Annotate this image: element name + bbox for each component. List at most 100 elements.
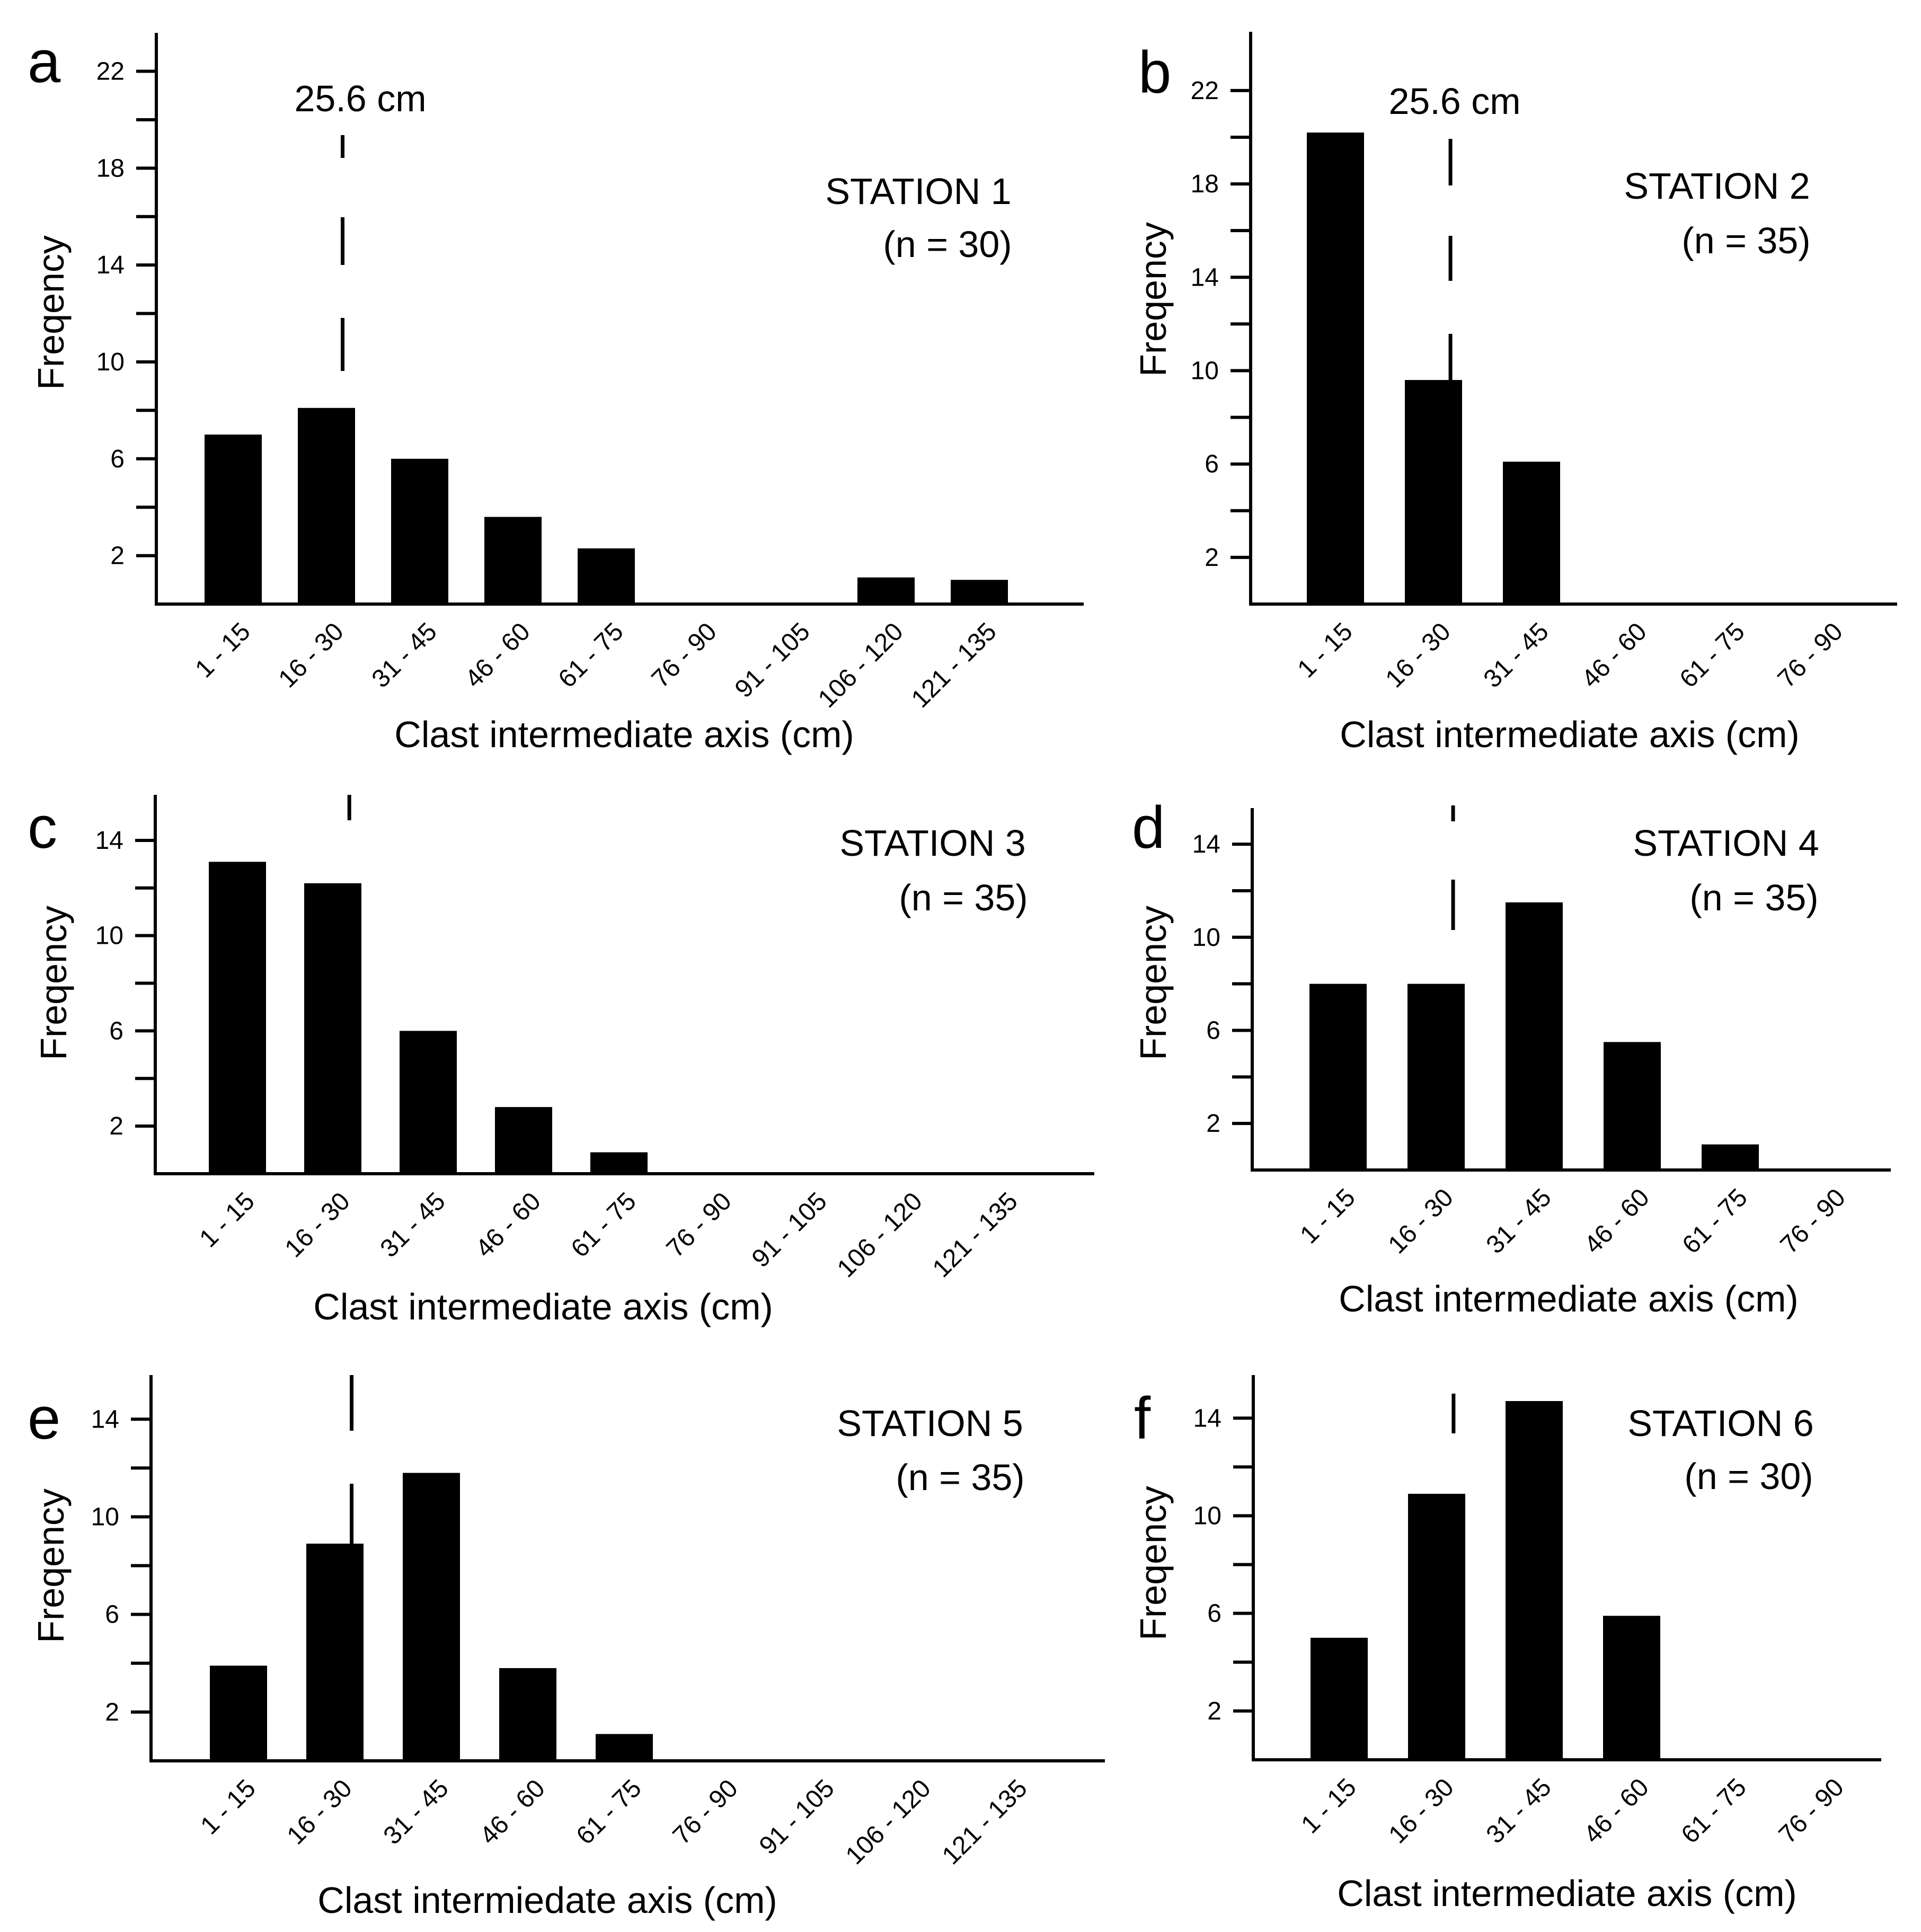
x-tick-label: 76 - 90 — [1775, 1183, 1851, 1259]
x-tick-label: 16 - 30 — [282, 1774, 358, 1850]
y-tick-label: 14 — [95, 827, 123, 855]
x-tick-label: 46 - 60 — [1579, 1773, 1654, 1849]
y-tick-label: 10 — [95, 922, 123, 950]
bar-31-45 — [391, 458, 448, 604]
x-tick-label: 121 - 135 — [906, 617, 1002, 713]
x-tick-label: 31 - 45 — [1479, 617, 1554, 693]
x-axis-label: Clast intermediate axis (cm) — [394, 714, 854, 755]
x-axis-label: Clast intermediate axis (cm) — [1337, 1873, 1796, 1914]
median-label: 25.6 cm — [295, 78, 427, 119]
sample-size-label: (n = 35) — [1689, 877, 1818, 918]
y-tick-label: 6 — [110, 445, 125, 473]
y-tick-label: 14 — [1192, 830, 1220, 858]
x-tick-label: 1 - 15 — [190, 617, 256, 683]
x-tick-label: 76 - 90 — [668, 1774, 743, 1850]
bar-16-30 — [304, 883, 361, 1174]
bar-31-45 — [400, 1031, 457, 1174]
panel-d: d 2 6 10 14 1 - 15 16 - 30 31 - 45 46 - 60 61 - 7… — [1132, 794, 1891, 1319]
y-tick-label: 22 — [96, 58, 125, 86]
panel-f: f 2 6 10 14 1 - 15 16 - 30 31 - 45 46 - 60 61 - 7… — [1132, 1375, 1881, 1914]
y-tick-label: 6 — [105, 1601, 119, 1629]
median-label: 25.6 cm — [1389, 81, 1521, 122]
panel-letter-a: a — [28, 29, 61, 95]
panel-letter-e: e — [28, 1385, 60, 1451]
x-tick-label: 1 - 15 — [196, 1774, 261, 1840]
bar-16-30 — [1408, 1494, 1465, 1760]
y-axis-label: Freqency — [1132, 1486, 1174, 1641]
y-tick-label: 6 — [1207, 1600, 1221, 1628]
y-tick-label: 14 — [91, 1405, 119, 1433]
x-tick-label: 61 - 75 — [566, 1187, 642, 1263]
x-tick-label: 46 - 60 — [1577, 617, 1652, 693]
bar-1-15 — [210, 1665, 267, 1761]
x-tick-label: 31 - 45 — [378, 1774, 454, 1850]
x-tick-label: 16 - 30 — [280, 1187, 356, 1263]
y-tick-label: 2 — [1205, 544, 1219, 572]
bar-16-30 — [1407, 983, 1465, 1170]
bar-16-30 — [1405, 380, 1462, 604]
bar-1-15 — [209, 862, 266, 1174]
x-tick-label: 16 - 30 — [1380, 617, 1456, 693]
x-tick-label: 61 - 75 — [571, 1774, 647, 1850]
y-tick-label: 14 — [1193, 1404, 1221, 1432]
x-tick-label: 91 - 105 — [730, 617, 816, 703]
x-tick-label: 31 - 45 — [367, 617, 442, 693]
sample-size-label: (n = 30) — [883, 224, 1012, 265]
y-tick-label: 10 — [91, 1503, 119, 1531]
panel-e: e 2 6 10 14 1 - 15 16 - 30 31 - 45 46 - 60 61 - 7… — [28, 1375, 1105, 1921]
x-tick-label: 46 - 60 — [475, 1774, 551, 1850]
bar-46-60 — [495, 1107, 552, 1174]
y-axis-label: Freqency — [33, 906, 74, 1060]
sample-size-label: (n = 30) — [1684, 1456, 1813, 1497]
y-axis-label: Freqency — [1132, 906, 1174, 1060]
bar-31-45 — [1506, 1401, 1563, 1760]
panel-letter-b: b — [1138, 39, 1171, 105]
station-title: STATION 2 — [1624, 165, 1810, 207]
y-tick-label: 10 — [1191, 357, 1219, 385]
x-tick-label: 46 - 60 — [1579, 1183, 1655, 1259]
x-tick-label: 106 - 120 — [832, 1187, 928, 1283]
panel-c: c 2 6 10 14 1 - 15 16 - 30 31 - 45 46 - 60 61 - 7… — [28, 794, 1094, 1327]
x-axis-label: Clast intermediate axis (cm) — [1340, 714, 1799, 755]
x-tick-label: 16 - 30 — [273, 617, 349, 693]
x-tick-label: 121 - 135 — [927, 1187, 1023, 1283]
bar-61-75 — [590, 1152, 648, 1174]
bar-1-15 — [205, 435, 262, 604]
bar-1-15 — [1307, 132, 1364, 605]
x-tick-label: 31 - 45 — [1481, 1183, 1557, 1259]
bar-46-60 — [1604, 1042, 1661, 1170]
station-title: STATION 3 — [839, 822, 1025, 864]
x-tick-label: 76 - 90 — [1773, 617, 1848, 693]
panel-a: a 2 6 10 14 18 22 1 - 15 16 - 30 31 - 45 46 - 60 61… — [28, 29, 1084, 755]
sample-size-label: (n = 35) — [899, 877, 1028, 918]
x-tick-label: 46 - 60 — [471, 1187, 546, 1263]
y-axis-label: Freqency — [30, 235, 72, 390]
bar-31-45 — [1503, 462, 1560, 604]
bar-46-60 — [1603, 1616, 1660, 1760]
x-tick-label: 46 - 60 — [460, 617, 536, 693]
x-tick-label: 61 - 75 — [553, 617, 629, 693]
x-tick-label: 31 - 45 — [375, 1187, 451, 1263]
x-tick-label: 76 - 90 — [661, 1187, 737, 1263]
bar-61-75 — [1702, 1144, 1759, 1170]
x-tick-label: 61 - 75 — [1675, 617, 1750, 693]
y-tick-label: 22 — [1191, 77, 1219, 105]
x-tick-label: 61 - 75 — [1677, 1183, 1753, 1259]
x-tick-label: 91 - 105 — [747, 1187, 833, 1273]
station-title: STATION 1 — [825, 171, 1011, 212]
bar-61-75 — [596, 1734, 653, 1761]
y-axis-label: Freqency — [1132, 222, 1174, 377]
y-tick-label: 6 — [1206, 1016, 1220, 1044]
x-axis-label: Clast intermediate axis (cm) — [313, 1286, 773, 1327]
bar-31-45 — [403, 1473, 460, 1761]
x-tick-label: 31 - 45 — [1481, 1773, 1557, 1849]
x-tick-label: 106 - 120 — [813, 617, 909, 713]
y-tick-label: 10 — [1192, 924, 1220, 952]
x-tick-label: 16 - 30 — [1384, 1773, 1459, 1849]
station-title: STATION 5 — [837, 1403, 1023, 1444]
bar-1-15 — [1309, 983, 1367, 1170]
x-tick-label: 106 - 120 — [840, 1774, 936, 1870]
bar-61-75 — [578, 548, 635, 604]
station-title: STATION 4 — [1633, 822, 1819, 864]
y-tick-label: 2 — [105, 1698, 119, 1726]
